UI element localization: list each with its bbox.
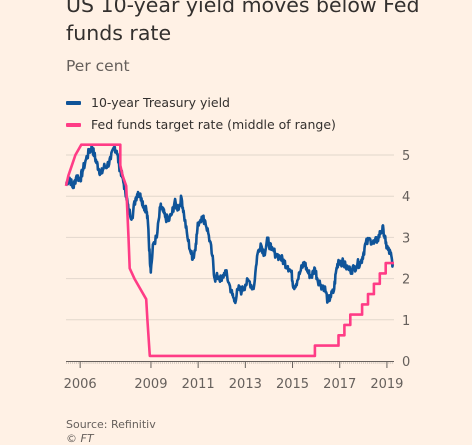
x-tick-label-2011: 2011: [182, 377, 215, 392]
y-tick-label-3: 3: [402, 231, 410, 246]
y-tick-label-5: 5: [402, 149, 410, 164]
chart-title: US 10-year yield moves below Fed funds r…: [66, 0, 420, 45]
y-tick-label-0: 0: [402, 355, 410, 370]
x-tick-label-2017: 2017: [323, 377, 356, 392]
x-tick-label-2009: 2009: [134, 377, 167, 392]
x-tick-label-2015: 2015: [276, 377, 309, 392]
legend-label-treasury: 10-year Treasury yield: [91, 95, 230, 110]
fed-funds-line: [64, 143, 394, 358]
legend-swatch-treasury: [66, 100, 81, 105]
legend-swatch-fed-funds: [66, 122, 81, 127]
y-tick-label-4: 4: [402, 190, 410, 205]
copyright-note: © FT: [66, 432, 94, 445]
x-tick-label-2006: 2006: [64, 377, 97, 392]
legend: 10-year Treasury yield Fed funds target …: [66, 93, 336, 137]
y-tick-label-2: 2: [402, 273, 410, 288]
source-note: Source: Refinitiv: [66, 418, 156, 431]
treasury-yield-line: [64, 143, 395, 305]
y-tick-label-1: 1: [402, 314, 410, 329]
legend-item-treasury: 10-year Treasury yield: [66, 93, 336, 112]
chart-subtitle: Per cent: [66, 57, 130, 75]
x-tick-label-2019: 2019: [370, 377, 403, 392]
legend-item-fed-funds: Fed funds target rate (middle of range): [66, 115, 336, 134]
legend-label-fed-funds: Fed funds target rate (middle of range): [91, 117, 336, 132]
x-tick-label-2013: 2013: [229, 377, 262, 392]
